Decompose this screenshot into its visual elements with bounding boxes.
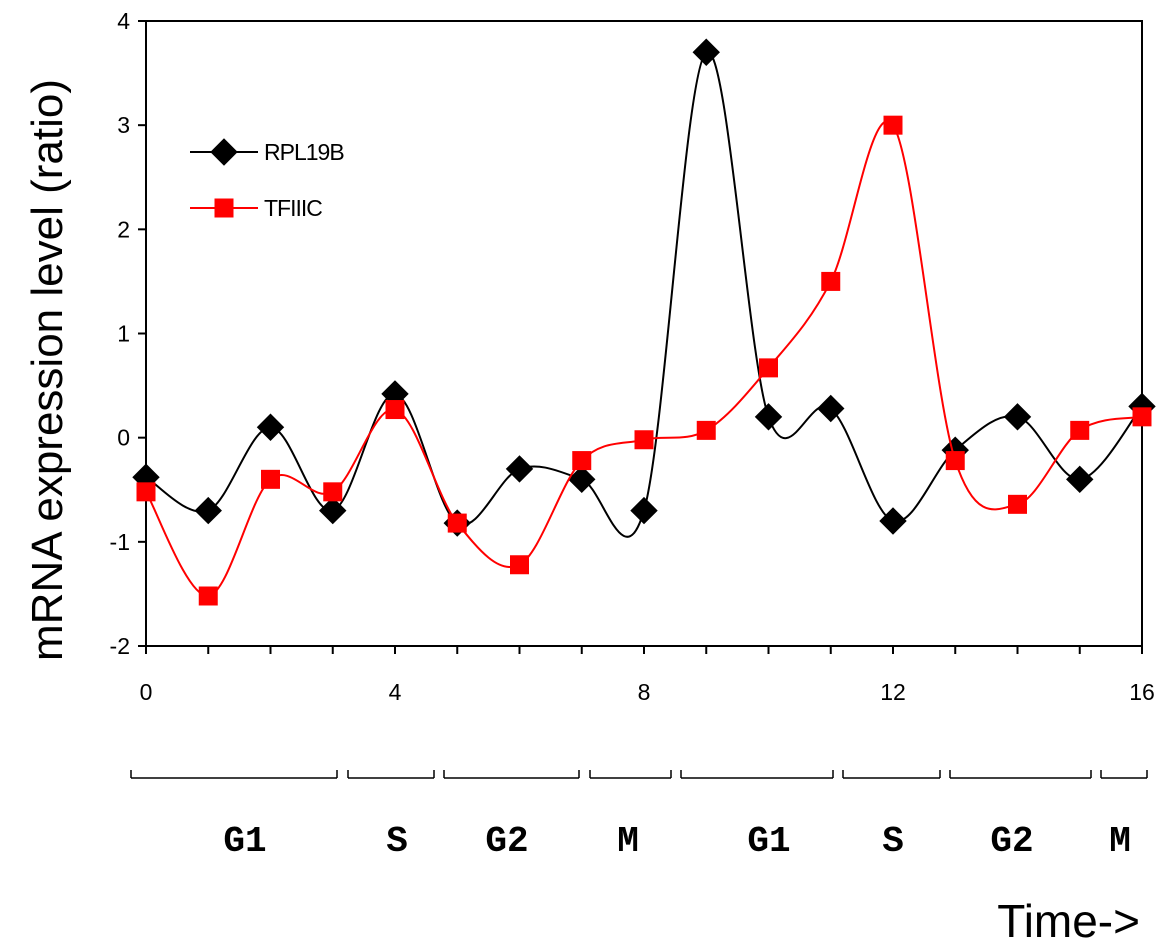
data-point-tfiiic — [510, 555, 529, 575]
x-axis-label: Time-> — [997, 895, 1140, 947]
series-line-rpl19b — [145, 51, 1143, 538]
x-tick-label: 16 — [1129, 679, 1155, 705]
series-tfiiic — [136, 115, 1152, 606]
data-point-tfiiic — [572, 451, 592, 471]
legend-marker — [210, 138, 238, 166]
data-point-tfiiic — [198, 586, 218, 606]
legend: RPL19B TFIIIC — [190, 138, 345, 221]
data-point-tfiiic — [696, 420, 716, 440]
data-point-tfiiic — [136, 482, 156, 502]
y-tick-label: 0 — [117, 425, 130, 451]
y-tick-label: 4 — [117, 8, 130, 34]
y-tick-label: 1 — [117, 321, 130, 347]
data-point-tfiiic — [1070, 420, 1090, 440]
y-axis-label: mRNA expression level (ratio) — [23, 79, 72, 661]
data-point-rpl19b — [692, 38, 720, 66]
data-point-rpl19b — [319, 496, 347, 525]
legend-label: RPL19B — [264, 139, 344, 165]
phase-label: S — [386, 821, 408, 862]
phase-label: G2 — [990, 821, 1033, 862]
plot-frame — [145, 20, 1143, 647]
data-point-tfiiic — [1008, 494, 1027, 514]
x-tick-label: 8 — [638, 679, 651, 705]
series-line-tfiiic — [145, 120, 1143, 598]
data-point-tfiiic — [634, 430, 654, 450]
data-point-rpl19b — [630, 496, 658, 525]
data-point-tfiiic — [945, 451, 965, 471]
y-tick-label: 3 — [117, 112, 130, 138]
legend-label: TFIIIC — [264, 195, 322, 221]
data-point-tfiiic — [1132, 407, 1152, 427]
phase-label: M — [617, 821, 639, 862]
data-point-tfiiic — [759, 358, 778, 378]
data-point-rpl19b — [754, 403, 783, 431]
legend-marker — [214, 198, 234, 218]
phase-label: G1 — [747, 821, 790, 862]
data-point-tfiiic — [447, 513, 467, 533]
data-point-tfiiic — [821, 271, 841, 291]
x-tick-label: 12 — [880, 679, 906, 705]
data-point-rpl19b — [194, 496, 222, 525]
y-tick-label: -2 — [110, 633, 130, 659]
data-point-tfiiic — [323, 482, 343, 502]
data-point-tfiiic — [385, 400, 405, 420]
x-tick-label: 4 — [389, 679, 402, 705]
data-point-rpl19b — [817, 394, 845, 423]
data-point-tfiiic — [883, 115, 903, 135]
cell-cycle-phase-bar: G1 S G2 M G1 S G2 M — [130, 770, 1148, 862]
data-point-rpl19b — [1003, 403, 1032, 431]
data-point-rpl19b — [879, 507, 907, 535]
data-point-rpl19b — [1066, 465, 1094, 494]
phase-label: M — [1109, 821, 1131, 862]
phase-label: G1 — [223, 821, 266, 862]
data-point-rpl19b — [568, 465, 596, 494]
data-point-rpl19b — [256, 413, 285, 441]
data-point-rpl19b — [505, 455, 534, 483]
y-tick-label: -1 — [110, 529, 130, 555]
phase-label: G2 — [485, 821, 528, 862]
x-tick-label: 0 — [140, 679, 153, 705]
phase-label: S — [882, 821, 904, 862]
series-rpl19b — [132, 38, 1156, 538]
data-point-tfiiic — [261, 469, 280, 489]
y-tick-label: 2 — [117, 216, 130, 242]
